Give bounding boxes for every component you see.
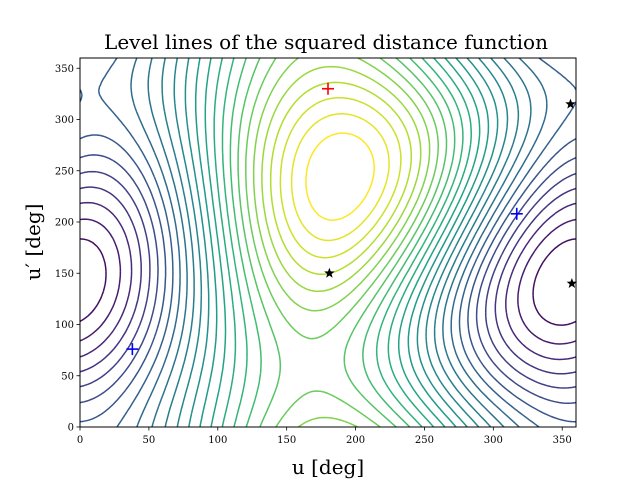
contour-level: [147, 58, 532, 427]
markers: [126, 82, 578, 356]
contour-level: [130, 58, 548, 427]
contour-level: [269, 81, 413, 275]
y-tick-label: 250: [55, 166, 74, 177]
x-tick-label: 350: [553, 435, 572, 446]
contour-level: [237, 58, 448, 427]
contour-level: [80, 186, 576, 375]
contour-level: [204, 58, 481, 427]
y-tick-label: 50: [61, 371, 74, 382]
contour-level: [194, 58, 490, 427]
contour-level: [184, 58, 499, 427]
x-axis-label: u [deg]: [292, 455, 364, 479]
plus-marker: [126, 343, 139, 356]
contour-level: [245, 58, 439, 427]
y-tick-label: 350: [55, 64, 74, 75]
x-tick-label: 100: [208, 435, 227, 446]
x-tick-label: 250: [415, 435, 434, 446]
x-tick-label: 50: [143, 435, 156, 446]
x-tick-label: 300: [484, 435, 503, 446]
y-tick-label: 0: [68, 423, 74, 434]
y-tick-label: 100: [55, 320, 74, 331]
contour-level: [261, 65, 422, 293]
contour-level: [213, 58, 472, 427]
contour-level: [80, 238, 576, 326]
contour-level: [279, 96, 402, 259]
plot-frame: [79, 57, 577, 428]
y-tick-label: 300: [55, 115, 74, 126]
y-tick-label: 150: [55, 269, 74, 280]
star-marker: [565, 98, 576, 109]
y-tick-label: 200: [55, 218, 74, 229]
contour-level: [221, 58, 464, 427]
x-tick-label: 150: [277, 435, 296, 446]
star-marker: [566, 278, 578, 288]
contour-level: [80, 201, 576, 361]
contour-level: [161, 58, 520, 427]
plus-marker: [322, 82, 334, 95]
plus-marker: [510, 207, 523, 220]
y-axis-label: u′ [deg]: [21, 204, 45, 281]
chart-title: Level lines of the squared distance func…: [104, 30, 548, 54]
contour-level: [173, 58, 509, 427]
contour-level: [305, 132, 375, 221]
x-tick-label: 200: [346, 435, 365, 446]
contour-level: [80, 218, 576, 345]
x-axis-ticks: 0 50 100 150 200 250 300 350: [77, 427, 572, 446]
contour-level: [290, 113, 390, 242]
contour-level: [229, 58, 456, 427]
contour-lines: [80, 58, 576, 427]
star-marker: [324, 267, 335, 278]
contour-level: [80, 134, 576, 423]
contour-level: [80, 154, 576, 405]
x-tick-label: 0: [77, 435, 83, 446]
contour-level: [80, 170, 576, 389]
y-axis-ticks: 0 50 100 150 200 250 300 350: [55, 64, 80, 434]
